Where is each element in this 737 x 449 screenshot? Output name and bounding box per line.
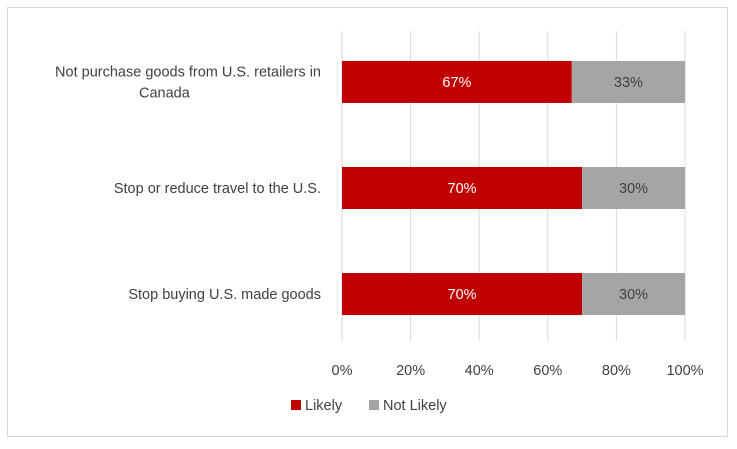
- x-tick-label: 60%: [533, 363, 562, 379]
- bar-likely: [342, 273, 583, 315]
- x-tick-label: 100%: [666, 363, 703, 379]
- bars: 67% 33% 70% 30% 70% 30%: [342, 61, 685, 315]
- data-label: 30%: [619, 181, 648, 197]
- stacked-bar-chart: 67% 33% 70% 30% 70% 30% Not purchase goods fr…: [55, 31, 704, 414]
- chart-frame: 67% 33% 70% 30% 70% 30% Not purchase goods fr…: [7, 7, 728, 437]
- legend-swatch: [291, 400, 301, 410]
- x-tick-label: 0%: [332, 363, 353, 379]
- data-label: 30%: [619, 287, 648, 303]
- legend-swatch: [369, 400, 379, 410]
- category-labels: Not purchase goods from U.S. retailers i…: [55, 65, 321, 304]
- data-label: 67%: [442, 75, 471, 91]
- x-tick-label: 20%: [396, 363, 425, 379]
- bar-likely: [342, 61, 572, 103]
- category-label: Not purchase goods from U.S. retailers i…: [55, 65, 321, 81]
- bar-not-likely: [582, 273, 685, 315]
- bar-not-likely: [571, 61, 685, 103]
- data-label: 33%: [614, 75, 643, 91]
- legend-label: Likely: [305, 398, 343, 414]
- x-tick-label: 40%: [465, 363, 494, 379]
- data-label: 70%: [448, 287, 477, 303]
- bar-not-likely: [582, 167, 685, 209]
- legend-label: Not Likely: [383, 398, 447, 414]
- x-tick-label: 80%: [602, 363, 631, 379]
- category-label: Stop or reduce travel to the U.S.: [114, 181, 321, 197]
- category-label-wrap: Canada: [139, 86, 191, 102]
- category-label: Stop buying U.S. made goods: [128, 287, 321, 303]
- bar-likely: [342, 167, 583, 209]
- x-axis-tick-labels: 0% 20% 40% 60% 80% 100%: [332, 363, 704, 379]
- data-label: 70%: [448, 181, 477, 197]
- legend: Likely Not Likely: [291, 398, 447, 414]
